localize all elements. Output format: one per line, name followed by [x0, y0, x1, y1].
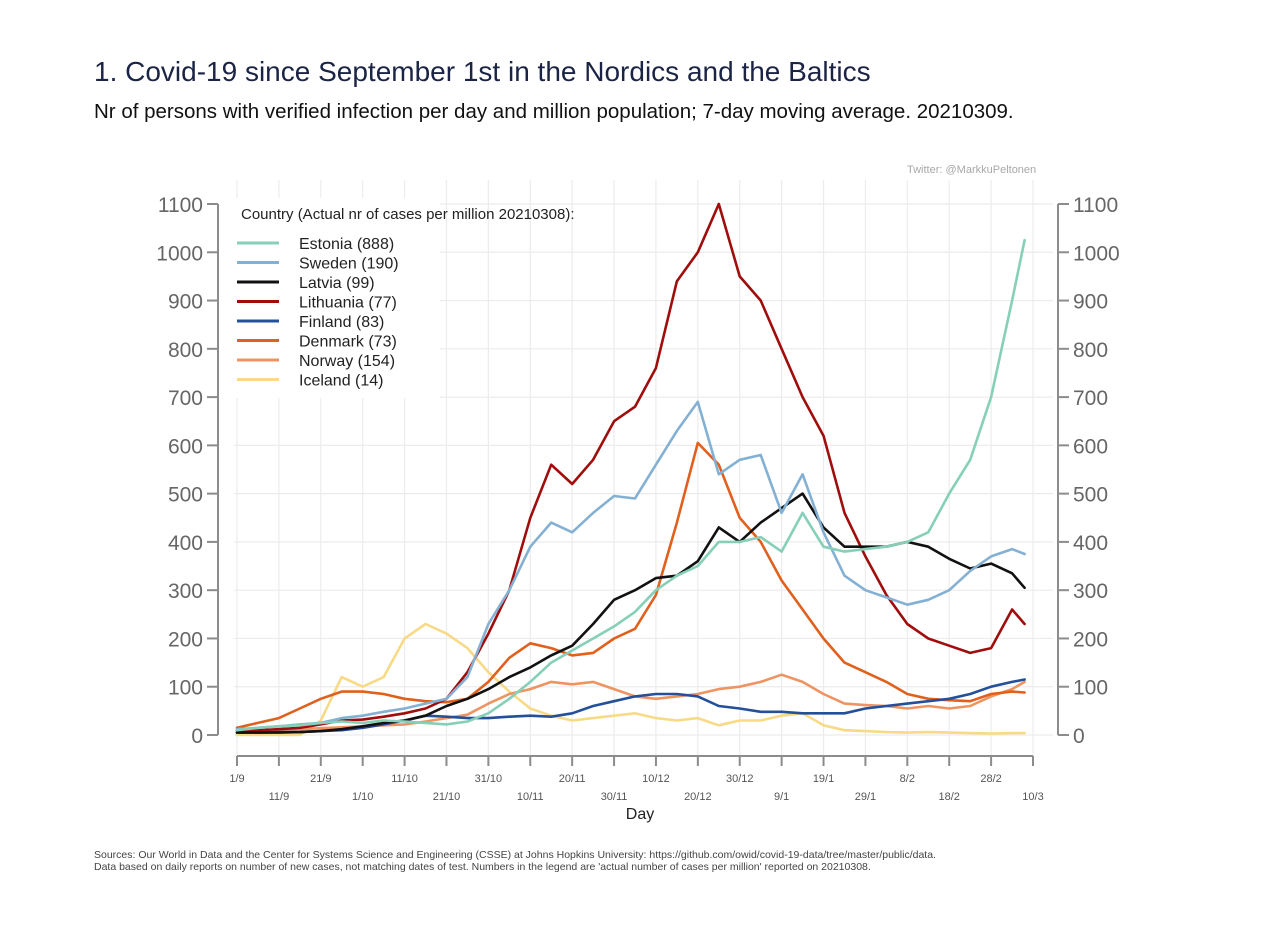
x-tick-label: 28/2 [980, 773, 1001, 785]
x-tick-label: 21/9 [310, 773, 331, 785]
legend-label-iceland: Iceland (14) [299, 373, 384, 390]
x-tick-label: 8/2 [900, 773, 915, 785]
y-tick-label-right: 400 [1073, 532, 1108, 555]
x-tick-label: 19/1 [813, 773, 834, 785]
y-tick-label-right: 1100 [1073, 194, 1118, 217]
chart-title: 1. Covid-19 since September 1st in the N… [94, 56, 871, 87]
x-tick-label: 9/1 [774, 791, 789, 803]
y-tick-label-left: 100 [168, 677, 203, 700]
twitter-credit: Twitter: @MarkkuPeltonen [907, 164, 1037, 176]
footer-line-1: Sources: Our World in Data and the Cente… [94, 849, 936, 861]
y-tick-label-left: 900 [168, 291, 203, 314]
y-tick-label-left: 1000 [156, 242, 203, 265]
chart-subtitle: Nr of persons with verified infection pe… [94, 100, 1014, 123]
x-tick-label: 20/12 [684, 791, 712, 803]
legend-background [228, 198, 440, 398]
y-tick-label-right: 700 [1073, 387, 1108, 410]
footer-sources: Sources: Our World in Data and the Cente… [94, 849, 936, 873]
legend-label-lithuania: Lithuania (77) [299, 295, 397, 312]
y-tick-label-right: 1000 [1073, 242, 1120, 265]
y-tick-label-right: 200 [1073, 628, 1108, 651]
y-tick-label-left: 700 [168, 387, 203, 410]
y-tick-label-left: 200 [168, 628, 203, 651]
y-tick-label-right: 600 [1073, 435, 1108, 458]
series-line-denmark [235, 441, 1026, 730]
x-tick-label: 1/10 [352, 791, 373, 803]
x-tick-label: 21/10 [433, 791, 461, 803]
legend-label-norway: Norway (154) [299, 353, 395, 370]
y-tick-label-right: 900 [1073, 291, 1108, 314]
legend-label-sweden: Sweden (190) [299, 256, 399, 273]
series-line-estonia [235, 238, 1026, 732]
y-tick-label-left: 0 [191, 725, 203, 748]
y-tick-label-left: 300 [168, 580, 203, 603]
series-lines [235, 202, 1026, 737]
x-tick-label: 11/10 [391, 773, 418, 785]
legend-label-finland: Finland (83) [299, 314, 384, 331]
x-tick-label: 30/11 [601, 791, 628, 803]
x-tick-label: 29/1 [855, 791, 876, 803]
footer-line-2: Data based on daily reports on number of… [94, 861, 871, 873]
legend-label-latvia: Latvia (99) [299, 275, 375, 292]
y-tick-label-right: 100 [1073, 677, 1108, 700]
axes: 0 0 100 100 200 200 300 300 400 400 500 500 600 600 70… [156, 194, 1119, 823]
x-tick-label: 30/12 [726, 773, 754, 785]
y-tick-label-left: 500 [168, 484, 203, 507]
legend: Country (Actual nr of cases per million … [228, 198, 575, 398]
x-tick-label: 31/10 [475, 773, 503, 785]
x-tick-label: 10/3 [1022, 791, 1043, 803]
y-tick-label-right: 500 [1073, 484, 1108, 507]
y-tick-label-right: 0 [1073, 725, 1085, 748]
y-tick-label-left: 800 [168, 339, 203, 362]
x-axis-label: Day [626, 806, 654, 823]
legend-label-estonia: Estonia (888) [299, 236, 394, 253]
series-line-sweden [235, 400, 1026, 731]
legend-title: Country (Actual nr of cases per million … [241, 206, 575, 223]
legend-label-denmark: Denmark (73) [299, 334, 397, 351]
x-tick-label: 11/9 [269, 791, 290, 803]
x-tick-label: 1/9 [229, 773, 244, 785]
y-tick-label-left: 600 [168, 435, 203, 458]
x-tick-label: 20/11 [559, 773, 586, 785]
series-line-finland [235, 678, 1026, 734]
y-tick-label-right: 800 [1073, 339, 1108, 362]
series-line-lithuania [235, 202, 1026, 732]
y-tick-label-right: 300 [1073, 580, 1108, 603]
x-tick-label: 10/11 [517, 791, 544, 803]
y-tick-label-left: 400 [168, 532, 203, 555]
x-tick-label: 18/2 [938, 791, 959, 803]
series-line-iceland [235, 622, 1026, 737]
x-tick-label: 10/12 [642, 773, 670, 785]
y-tick-label-left: 1100 [158, 194, 203, 217]
